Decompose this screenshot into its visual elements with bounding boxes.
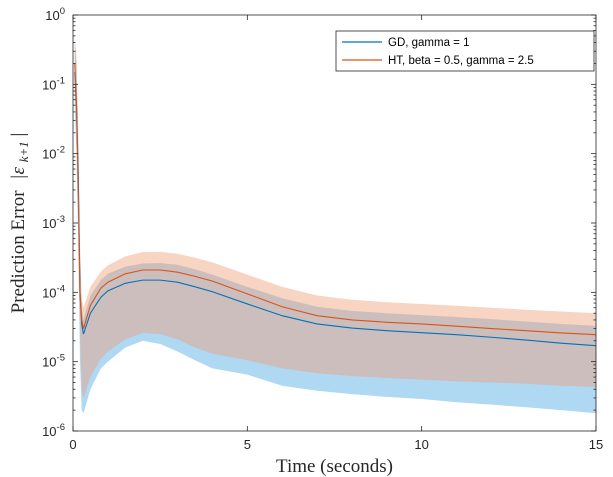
y-tick-label: 100: [45, 6, 65, 23]
x-tick-label: 5: [244, 437, 251, 452]
y-axis-label: Prediction Error |ε k+1 |: [8, 133, 33, 314]
legend: GD, gamma = 1 HT, beta = 0.5, gamma = 2.…: [335, 30, 595, 72]
legend-label-ht: HT, beta = 0.5, gamma = 2.5: [388, 55, 534, 67]
confidence-band-ht: [74, 35, 597, 398]
series-line-ht: [74, 63, 597, 336]
y-tick-label: 10-4: [42, 283, 65, 300]
x-tick-label: 15: [589, 437, 603, 452]
x-tick-label: 0: [69, 437, 76, 452]
confidence-band-gd: [74, 42, 597, 414]
x-tick-label: 10: [414, 437, 428, 452]
y-tick-label: 10-5: [42, 353, 65, 370]
axis-ticks: [72, 14, 597, 432]
y-tick-label: 10-3: [42, 214, 65, 231]
legend-label-gd: GD, gamma = 1: [388, 37, 470, 49]
y-axis-label-subscript: k+1: [16, 141, 31, 162]
y-axis-label-math: |ε: [8, 166, 29, 179]
y-axis-label-text: Prediction Error: [8, 190, 29, 314]
series-line-gd: [74, 72, 597, 347]
y-tick-label: 10-2: [42, 145, 65, 162]
y-tick-label: 10-6: [42, 422, 65, 439]
series-lines: [74, 63, 597, 347]
svg-text:Prediction Error |ε: Prediction Error |ε k+1 |: [8, 133, 33, 314]
confidence-bands: [74, 35, 597, 414]
x-axis-label: Time (seconds): [276, 456, 393, 477]
legend-box: [335, 30, 595, 72]
y-axis-label-math-end: |: [8, 133, 29, 137]
y-tick-label: 10-1: [42, 75, 65, 92]
tick-labels: 0 5 10 15 10-6 10-5 10-4 10-3 10-2 10-1 100: [42, 6, 603, 452]
